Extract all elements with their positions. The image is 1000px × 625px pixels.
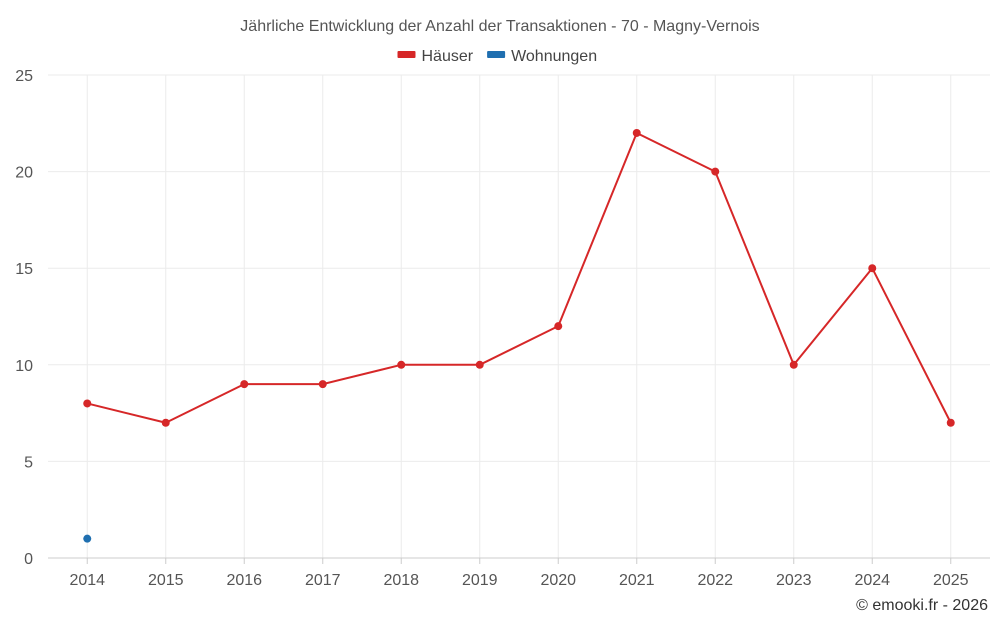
x-tick-label: 2018 [383,572,419,589]
data-point[interactable] [83,399,92,408]
x-tick-label: 2016 [226,572,262,589]
y-tick-label: 20 [15,165,33,182]
data-point[interactable] [83,534,92,543]
data-point[interactable] [161,418,170,427]
legend-swatch [487,51,506,58]
legend-item[interactable]: Wohnungen [487,48,597,65]
legend-item[interactable]: Häuser [397,48,474,65]
data-point[interactable] [711,167,720,176]
y-tick-label: 0 [24,551,33,568]
x-tick-label: 2025 [933,572,969,589]
legend-label: Wohnungen [511,48,597,65]
x-tick-label: 2024 [854,572,890,589]
data-point[interactable] [946,418,955,427]
y-axis: 0 5 10 15 20 25 [15,68,33,568]
data-point[interactable] [789,360,798,369]
series-line [87,131,952,424]
x-tick-label: 2014 [69,572,105,589]
x-tick-label: 2015 [148,572,184,589]
data-point[interactable] [318,380,327,389]
legend: Häuser Wohnungen [397,48,597,65]
y-tick-label: 10 [15,358,33,375]
y-tick-label: 15 [15,261,33,278]
data-point[interactable] [240,380,249,389]
data-point[interactable] [397,360,406,369]
x-tick-label: 2019 [462,572,498,589]
data-point[interactable] [475,360,484,369]
x-tick-label: 2017 [305,572,341,589]
series-layer [83,128,955,543]
x-tick-label: 2020 [540,572,576,589]
series-2 [83,534,92,543]
legend-label: Häuser [422,48,474,65]
data-point[interactable] [868,264,877,273]
chart-title: Jährliche Entwicklung der Anzahl der Tra… [240,18,759,35]
data-point[interactable] [554,322,563,331]
series-1 [83,128,955,427]
x-axis: 2014 2015 2016 2017 2018 2019 2020 2021 2022 2023… [48,557,990,589]
legend-swatch [397,51,416,58]
x-tick-label: 2022 [697,572,733,589]
data-point[interactable] [632,128,641,137]
y-tick-label: 5 [24,454,33,471]
x-tick-label: 2023 [776,572,812,589]
y-tick-label: 25 [15,68,33,85]
grid [48,74,990,558]
x-tick-label: 2021 [619,572,655,589]
credit-text: © emooki.fr - 2026 [856,597,988,614]
